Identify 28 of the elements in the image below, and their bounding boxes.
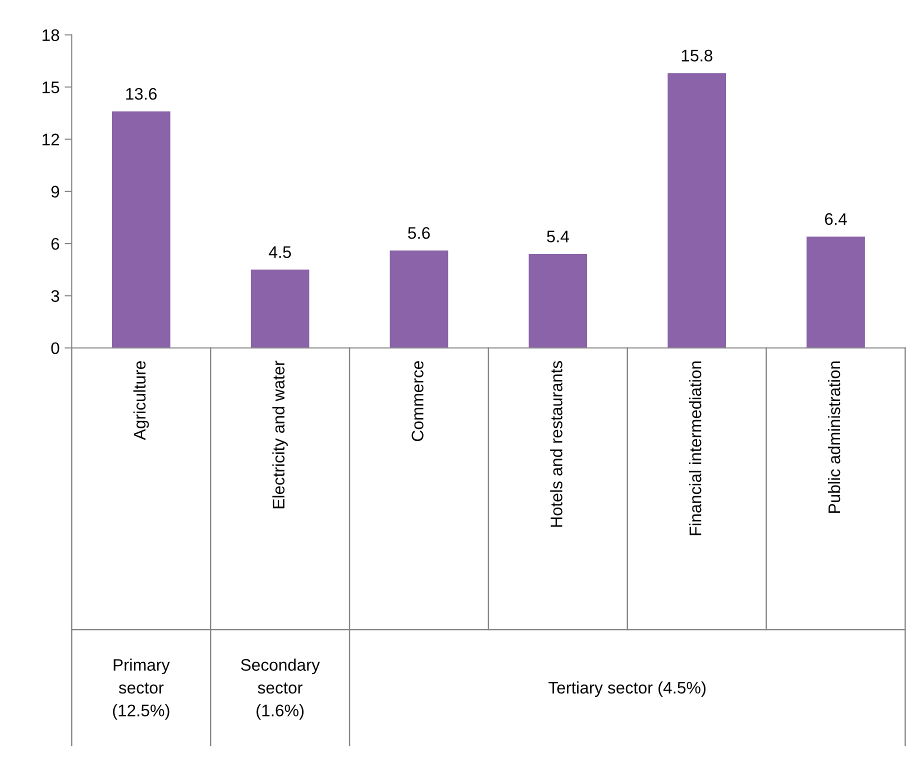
data-label: 13.6	[126, 88, 157, 100]
x-tick-label: Electricity and water	[272, 360, 288, 508]
bar	[390, 250, 448, 348]
data-label: 4.5	[268, 246, 291, 258]
x-tick-label: Agriculture	[133, 361, 149, 440]
y-tick-label: 0	[51, 342, 60, 354]
y-tick-label: 6	[51, 238, 60, 250]
y-tick-label: 9	[51, 186, 60, 198]
x-tick-label: Financial intermediation	[689, 362, 702, 536]
bar	[668, 73, 726, 348]
x-tick-label: Commerce	[412, 361, 424, 442]
y-tick-label: 18	[42, 29, 60, 42]
y-tick-label: 3	[51, 290, 60, 302]
bar	[528, 254, 588, 348]
text: Tertiary sector (4.5%)	[548, 681, 706, 697]
bar	[250, 270, 310, 348]
x-tick-label: Hotels and restaurants	[550, 361, 562, 527]
data-label: 5.6	[408, 227, 430, 239]
y-tick-label: 12	[42, 134, 60, 146]
text: Primary sector (12.5%)	[113, 658, 170, 720]
bar	[112, 111, 170, 348]
data-label: 5.4	[546, 230, 570, 242]
text: Secondary sector (1.6%)	[240, 658, 320, 720]
y-tick-label: 15	[42, 82, 60, 94]
data-label: 6.4	[825, 213, 847, 225]
x-tick-label: Public administration	[828, 362, 840, 513]
bar	[806, 236, 865, 348]
data-label: 15.8	[682, 50, 712, 62]
